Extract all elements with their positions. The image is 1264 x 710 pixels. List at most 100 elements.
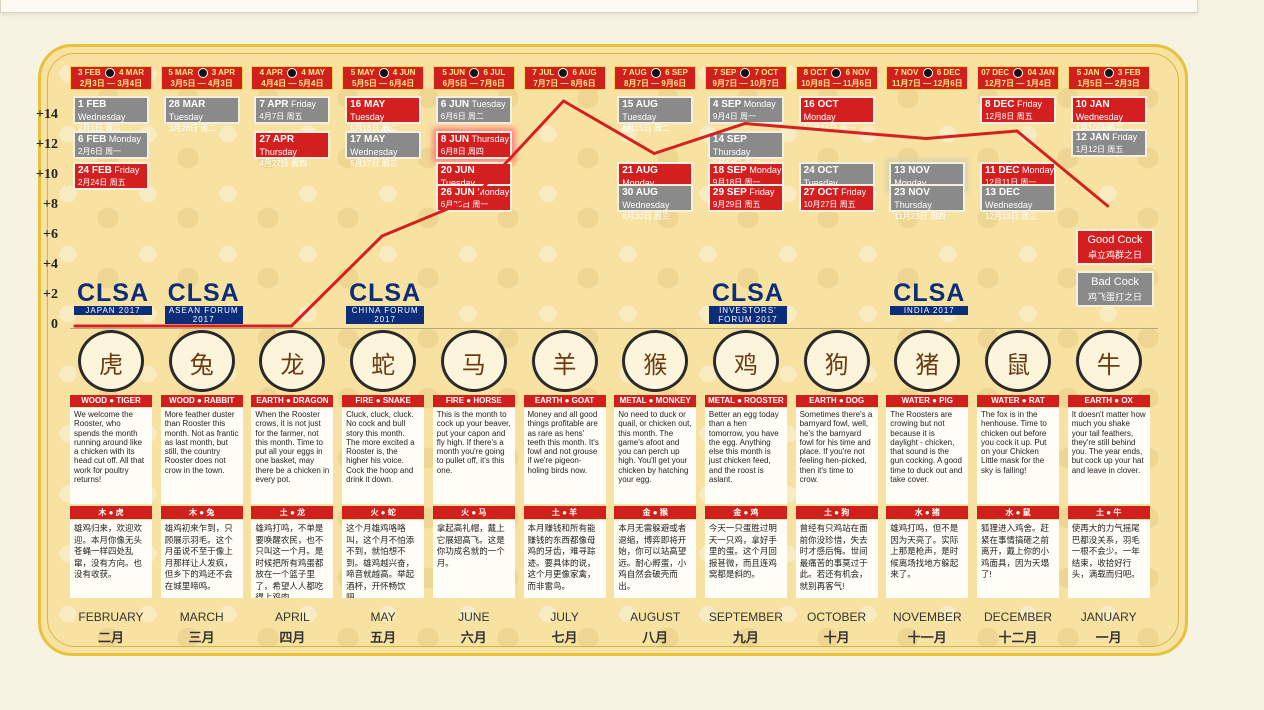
- period-end: 4 MAR: [119, 68, 145, 77]
- month-period-header: 8 OCT 6 NOV 10月8日 — 11月6日: [795, 66, 878, 90]
- period-start-zh: 6月5日: [442, 79, 468, 88]
- forecast-text-zh: 雄鸡打鸣，不单是要唤醒农民，也不只叫这一个月。是时候把所有鸡蛋都放在一个篮子里了…: [251, 520, 334, 598]
- period-end: 6 SEP: [665, 68, 688, 77]
- animal-glyph: 鼠: [1006, 352, 1030, 379]
- date-box: 27 OCT Friday 10月27日 周五: [798, 184, 875, 212]
- month-period-header: 7 AUG 6 SEP 8月7日 — 9月6日: [614, 66, 697, 90]
- clsa-logo: CLSA JAPAN 2017: [74, 280, 152, 315]
- date-zh: 9月4日 周一: [712, 112, 757, 121]
- fortune-point: [834, 129, 838, 133]
- forecast-text-en: Sometimes there's a barnyard fowl, well,…: [795, 408, 878, 504]
- month-name-zh: 二月: [97, 630, 124, 645]
- date-box: 14 SEP Thursday9月14日 周四: [707, 131, 784, 168]
- period-start: 3 FEB: [77, 68, 101, 77]
- forecast-text-zh: 这个月雄鸡咯咯叫，这个月不怕添不到，就怕想不到。雄鸡越兴奋，啼音就越高。举起酒杯…: [342, 520, 425, 598]
- date-label: 30 AUG: [622, 187, 658, 198]
- weekday-label: Monday: [108, 134, 141, 145]
- weekday-label: Friday: [1112, 132, 1138, 142]
- date-label: 11 DEC: [985, 165, 1020, 176]
- period-end-zh: 2月3日: [1114, 79, 1140, 88]
- period-start-zh: 5月5日: [351, 79, 377, 88]
- period-start-zh: 3月5日: [170, 79, 196, 88]
- date-label: 8 DEC: [985, 99, 1015, 110]
- date-zh: 12月8日 周五: [985, 112, 1033, 121]
- date-zh: 8月15日 周二: [622, 124, 670, 133]
- period-start-zh: 11月7日: [891, 79, 921, 88]
- period-end-zh: 9月6日: [661, 79, 687, 88]
- month-name: SEPTEMBER: [708, 610, 783, 624]
- period-end-zh: 10月7日: [749, 79, 780, 88]
- animal-glyph: 蛇: [371, 352, 396, 379]
- weekday-label: Monday: [749, 165, 782, 175]
- forecast-text-en: The fox is in the henhouse. Time to chic…: [977, 408, 1059, 504]
- month-name-zh: 九月: [732, 630, 759, 645]
- period-start-zh: 2月3日: [79, 79, 105, 88]
- element-animal-label-zh: 金 ● 猴: [614, 506, 697, 519]
- y-tick-label: 0: [51, 317, 58, 332]
- weekday-label: Monday: [622, 178, 655, 188]
- logo-subtitle: JAPAN 2017: [74, 306, 152, 315]
- snake-icon: 蛇: [350, 330, 417, 392]
- month-name: MAY: [370, 610, 396, 624]
- period-end-zh: 5月4日: [298, 79, 324, 88]
- animal-glyph: 龙: [280, 352, 305, 379]
- forecast-text-en: This is the month to cock up your beaver…: [432, 408, 515, 504]
- weekday-label: Thursday: [259, 147, 297, 158]
- weekday-label: Tuesday: [622, 112, 657, 122]
- weekday-label: Tuesday: [168, 112, 203, 122]
- element-animal-label: WATER ● RAT: [977, 395, 1059, 407]
- weekday-label: Monday: [477, 187, 510, 197]
- weekday-label: Monday: [803, 112, 836, 122]
- period-start: 5 JAN: [1076, 68, 1100, 77]
- element-animal-label-zh: 火 ● 蛇: [342, 506, 425, 519]
- date-label: 15 AUG: [622, 99, 658, 110]
- date-box: 1 FEB Wednesday 2月1日 周三: [73, 96, 149, 133]
- date-label: 17 MAY: [350, 134, 386, 146]
- weekday-label: Thursday: [894, 200, 932, 210]
- month-name-zh: 八月: [642, 630, 669, 645]
- element-animal-label-zh: 水 ● 鼠: [977, 506, 1059, 519]
- period-start: 5 JUN: [442, 68, 465, 77]
- date-box: 24 FEB Friday 2月24日 周五: [73, 162, 149, 190]
- month-period-header: 5 JAN 3 FEB 1月5日 — 2月3日: [1067, 66, 1150, 90]
- animal-glyph: 猪: [915, 352, 940, 379]
- weekday-label: Wednesday: [985, 200, 1033, 210]
- y-tick-label: +8: [43, 197, 58, 212]
- rooster-icon: 鸡: [712, 330, 779, 392]
- element-animal-label-zh: 水 ● 猪: [886, 506, 969, 519]
- dragon-icon: 龙: [259, 330, 326, 392]
- month-period-header: 3 FEB 4 MAR 2月3日 — 3月4日: [70, 66, 152, 90]
- period-end-zh: 7月6日: [480, 79, 505, 88]
- month-name-zh: 六月: [460, 630, 487, 645]
- date-box: 16 OCT Monday 10月16日 周一: [798, 96, 875, 133]
- date-label: 18 SEP: [712, 165, 747, 176]
- date-box: 17 MAY Wednesday 5月17日 周三: [345, 131, 422, 168]
- forecast-text-zh: 雄鸡初来乍到，只顾展示羽毛。这个月虽说不至于像上月那样让人发疯，但乡下的鸡还不会…: [160, 520, 243, 598]
- date-zh: 1月10日 周三: [1076, 123, 1145, 135]
- date-zh: 3月28日 周二: [168, 124, 217, 133]
- rat-icon: 鼠: [985, 330, 1051, 392]
- date-box: 29 SEP Friday 9月29日 周五: [707, 184, 784, 212]
- period-start-zh: 1月5日: [1077, 79, 1103, 88]
- weekday-label: Wednesday: [350, 147, 398, 158]
- forecast-text-en: We welcome the Rooster, who spends the m…: [70, 408, 152, 504]
- element-animal-label-zh: 金 ● 鸡: [704, 506, 787, 519]
- date-label: 6 JUN: [440, 99, 470, 110]
- weekday-label: Friday: [841, 187, 867, 197]
- period-start-zh: 8月7日: [624, 79, 649, 88]
- period-end: 4 JUN: [392, 68, 416, 77]
- element-animal-label: WATER ● PIG: [886, 395, 969, 407]
- date-box: 7 APR Friday 4月7日 周五: [254, 96, 331, 124]
- month-period-header: 5 MAY 4 JUN 5月5日 — 6月4日: [342, 66, 425, 90]
- period-end: 04 JAN: [1027, 68, 1055, 77]
- goat-icon: 羊: [531, 330, 598, 392]
- element-animal-label-zh: 木 ● 兔: [160, 506, 243, 519]
- month-name-zh: 七月: [551, 630, 578, 645]
- y-tick-label: +14: [36, 107, 58, 122]
- month-name: DECEMBER: [983, 610, 1052, 624]
- period-end: 6 AUG: [572, 68, 597, 77]
- weekday-label: Tuesday: [803, 178, 838, 188]
- date-label: 13 DEC: [985, 187, 1021, 198]
- date-zh: 4月7日 周五: [259, 112, 303, 121]
